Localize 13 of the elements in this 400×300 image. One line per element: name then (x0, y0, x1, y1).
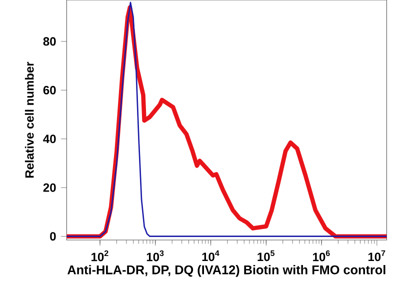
y-tick-label: 60 (43, 86, 56, 94)
y-axis-title: Relative cell number (24, 62, 34, 178)
y-tick-label: 20 (43, 183, 56, 192)
x-tick-label: 10$^{6}$ (313, 250, 330, 262)
y-tick-label: 0 (50, 232, 56, 241)
x-tick-label: 10$^{2}$ (92, 250, 108, 262)
x-tick-label: 10$^{3}$ (146, 250, 164, 262)
x-tick-label: 10$^{7}$ (368, 250, 386, 262)
y-tick-label: 40 (43, 134, 56, 144)
x-tick-label: 10$^{5}$ (258, 250, 274, 262)
x-axis-title: Anti-HLA-DR, DP, DQ (IVA12) Biotin with FMO control (67, 265, 386, 277)
y-tick-label: 80 (43, 37, 56, 46)
x-tick-label: 10$^{4}$ (202, 250, 220, 262)
